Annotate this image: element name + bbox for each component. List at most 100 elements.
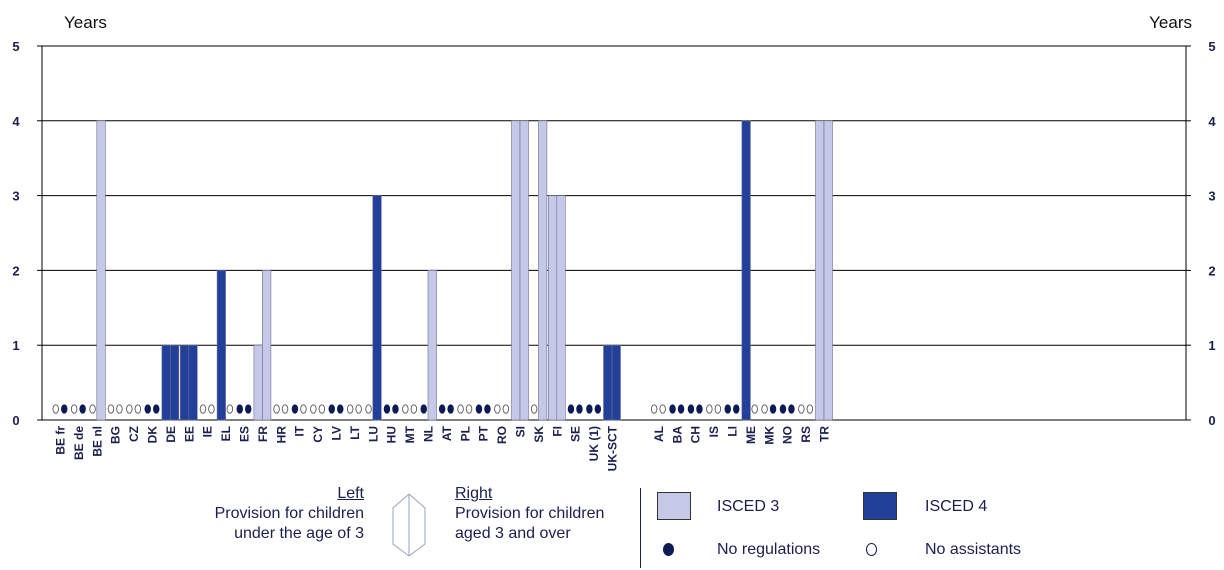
x-tick-label: SI [514,426,528,437]
x-tick-label: LT [348,425,362,439]
no-regulations-marker [733,404,740,414]
y-tick-label-right: 2 [1208,263,1215,278]
x-tick-label: BE nl [90,426,104,457]
x-tick-label: LV [330,426,344,440]
no-assistants-marker [346,404,354,414]
no-assistants-marker [502,404,510,414]
bar-right [170,344,180,421]
x-tick-label: HR [274,426,288,444]
no-assistants-marker [52,404,60,414]
no-assistants-marker [107,404,115,414]
no-assistants-marker [70,404,78,414]
no-assistants-marker [410,404,418,414]
bar-left [253,344,263,421]
bar-right [188,344,198,421]
no-assistants-marker [798,404,805,414]
y-tick-label-right: 1 [1208,338,1215,353]
x-tick-label: CY [311,426,325,443]
x-tick-label: FR [256,426,270,442]
x-tick-label: RO [495,426,509,444]
no-regulations-marker [152,404,160,414]
no-regulations-marker [236,404,243,414]
y-tick-label-left: 2 [12,263,19,278]
bar-right [823,120,833,421]
x-tick-label: IE [201,426,215,437]
bar-left [815,120,825,421]
x-tick-label: NO [781,426,795,444]
no-assistants-marker [751,404,758,414]
x-tick-label: AL [652,426,666,442]
legend-left-line1: Provision for children [214,505,364,522]
x-tick-label: PT [477,425,491,441]
legend: Left Provision for children under the ag… [0,480,1224,570]
x-tick-label: EL [219,426,233,441]
x-tick-label: CH [689,426,703,443]
legend-left-line2: under the age of 3 [234,525,364,542]
isced4-swatch [863,492,897,520]
no-regulations-marker [594,404,602,414]
no-assistants-marker [402,404,409,414]
no-regulations-marker [779,404,787,414]
no-assistants-marker [226,404,234,414]
bar-right [96,120,106,421]
bar-right [262,270,272,421]
y-tick-label-right: 4 [1208,114,1216,129]
y-axis-label-left: Years [64,13,107,32]
x-tick-label: IS [707,426,721,437]
no-assistants-marker [714,404,722,414]
no-assistants-marker [806,404,814,414]
bar-left [180,344,190,421]
no-regulations-dot-icon [663,543,674,556]
x-tick-label: SE [569,426,583,442]
no-assistants-marker [530,404,538,414]
isced3-swatch [657,492,691,520]
no-assistants-marker [208,404,215,414]
no-assistants-marker [457,404,464,414]
no-regulations-marker [484,404,491,414]
no-regulations-marker [244,404,252,414]
bar-right [427,270,437,421]
bar-right [556,195,566,421]
y-tick-label-right: 0 [1208,413,1215,428]
no-assistants-marker [494,404,501,414]
x-tick-label: ME [744,426,758,444]
y-tick-label-left: 4 [12,114,20,129]
x-tick-label: RS [799,426,813,443]
x-tick-label: NL [422,426,436,442]
x-tick-label: LI [726,426,740,437]
x-tick-label: UK (1) [587,426,601,461]
no-regulations-marker [61,404,68,414]
no-regulations-marker [337,404,344,414]
x-tick-label: DK [146,426,160,444]
x-tick-label: PL [458,426,472,441]
no-assistants-label: No assistants [925,541,1022,558]
no-assistants-marker [365,404,372,414]
no-assistants-marker [650,404,658,414]
legend-right-line2: aged 3 and over [455,525,571,542]
x-tick-label: MT [403,425,417,443]
bar-right [372,195,382,421]
no-regulations-marker [79,404,86,414]
tick-labels: 0 0 1 1 2 2 3 3 4 4 5 5 BE fr BE de BE nl BG CZ DK DE EE IE E… [12,39,1216,471]
bar-left [603,344,613,421]
bar-left [741,120,751,421]
bar-left [511,120,521,421]
bar-left [161,344,171,421]
no-regulations-marker [669,404,676,414]
y-tick-label-left: 3 [12,189,19,204]
legend-right-line1: Provision for children [455,505,605,522]
x-tick-label: TR [818,426,832,442]
no-regulations-marker [447,404,454,414]
bar-left [547,195,558,421]
legend-right-title: Right [455,485,493,502]
x-tick-label: EE [182,426,196,442]
isced3-label: ISCED 3 [717,498,780,515]
x-tick-label: UK-SCT [606,425,620,471]
no-regulations-marker [769,404,777,414]
x-tick-label: DE [164,426,178,443]
bar-left [216,270,226,421]
no-assistants-marker [310,404,317,414]
no-assistants-marker [318,404,326,414]
x-tick-label: BA [670,426,684,444]
no-assistants-marker [116,404,123,414]
